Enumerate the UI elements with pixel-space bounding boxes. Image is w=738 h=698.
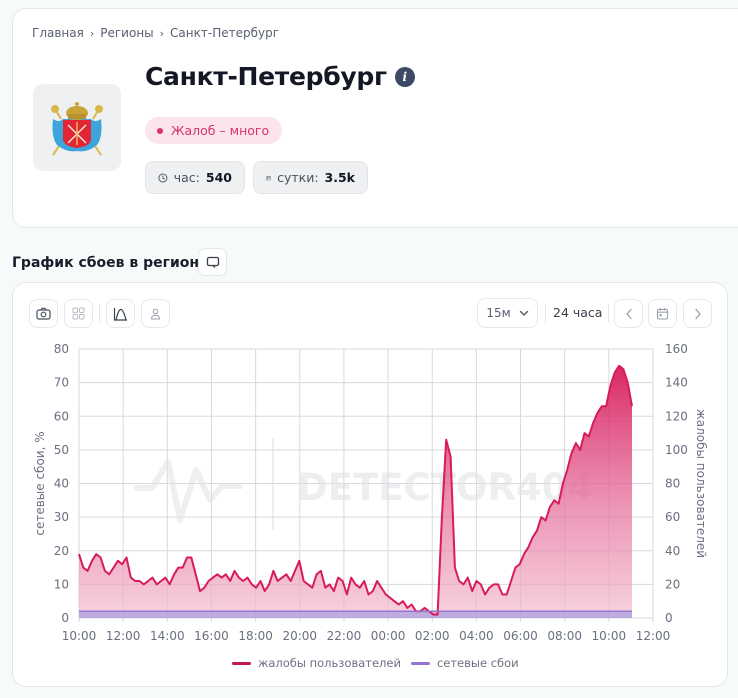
grid-icon [72, 307, 85, 320]
complaints-line [78, 364, 633, 616]
svg-text:0: 0 [61, 611, 69, 625]
next-period-button[interactable] [683, 299, 712, 328]
range-label[interactable]: 24 часа [553, 305, 603, 320]
chevron-right-icon: › [89, 26, 95, 40]
user-filter-button[interactable] [141, 299, 170, 328]
svg-text:14:00: 14:00 [150, 629, 185, 643]
svg-text:120: 120 [665, 409, 688, 423]
legend-item-complaints[interactable]: жалобы пользователей [232, 656, 401, 670]
stat-day: сутки: 3.5k [253, 161, 368, 194]
stat-hour-value: 540 [205, 170, 232, 185]
prev-period-button[interactable] [614, 299, 643, 328]
svg-text:140: 140 [665, 376, 688, 390]
chart-section-title: График сбоев в регионе [12, 255, 209, 271]
svg-text:06:00: 06:00 [503, 629, 538, 643]
stat-hour: час: 540 [145, 161, 245, 194]
area-chart-button[interactable] [106, 299, 135, 328]
svg-text:10:00: 10:00 [62, 629, 97, 643]
svg-text:40: 40 [54, 477, 69, 491]
svg-text:0: 0 [665, 611, 673, 625]
complaints-area [79, 365, 633, 615]
interval-value: 15м [486, 306, 511, 320]
svg-text:20:00: 20:00 [282, 629, 317, 643]
svg-text:60: 60 [54, 409, 69, 423]
svg-text:10:00: 10:00 [592, 629, 627, 643]
stat-day-value: 3.5k [324, 170, 355, 185]
stat-day-label: сутки: [277, 170, 319, 185]
screenshot-button[interactable] [29, 299, 58, 328]
status-dot-icon [157, 127, 163, 134]
svg-text:00:00: 00:00 [371, 629, 406, 643]
title-row: Санкт-Петербург i [145, 62, 415, 91]
chart-axes: 0 10 20 30 40 50 60 70 80 0 20 40 60 80 100 120 140 160 10… [33, 342, 708, 643]
coat-of-arms [33, 84, 121, 171]
svg-text:12:00: 12:00 [636, 629, 671, 643]
chevron-left-icon [625, 308, 632, 319]
coat-of-arms-icon [51, 101, 103, 156]
breadcrumb: Главная › Регионы › Санкт-Петербург [32, 26, 279, 40]
svg-text:40: 40 [665, 544, 680, 558]
calendar-button[interactable] [648, 299, 677, 328]
legend-label-complaints: жалобы пользователей [258, 656, 401, 670]
legend-swatch-complaints [232, 661, 251, 665]
breadcrumb-regions[interactable]: Регионы [100, 26, 154, 40]
svg-text:16:00: 16:00 [194, 629, 229, 643]
chevron-down-icon [519, 310, 528, 316]
chart-legend: жалобы пользователей сетевые сбои [232, 656, 519, 670]
svg-text:60: 60 [665, 510, 680, 524]
embed-button[interactable] [198, 248, 227, 276]
svg-text:22:00: 22:00 [327, 629, 362, 643]
interval-select[interactable]: 15м [477, 298, 538, 328]
watermark: DETECTOR404 [134, 438, 593, 530]
calendar-icon [266, 175, 271, 180]
toolbar-divider [99, 304, 100, 323]
breadcrumb-current: Санкт-Петербург [170, 26, 280, 40]
svg-text:70: 70 [54, 376, 69, 390]
svg-text:30: 30 [54, 510, 69, 524]
breadcrumb-home[interactable]: Главная [32, 26, 84, 40]
svg-text:50: 50 [54, 443, 69, 457]
svg-text:04:00: 04:00 [459, 629, 494, 643]
network-area [79, 611, 633, 618]
legend-swatch-network [410, 661, 430, 665]
grid-view-button[interactable] [64, 299, 93, 328]
area-chart-icon [113, 307, 127, 321]
status-badge: Жалоб – много [145, 117, 283, 144]
svg-text:02:00: 02:00 [415, 629, 450, 643]
chevron-right-icon: › [159, 26, 165, 40]
region-header-card [12, 8, 738, 228]
legend-label-network: сетевые сбои [436, 656, 519, 670]
toolbar-divider [545, 304, 546, 323]
svg-text:160: 160 [665, 342, 688, 356]
stat-hour-label: час: [173, 170, 200, 185]
svg-text:80: 80 [665, 477, 680, 491]
toolbar-divider [608, 304, 609, 323]
clock-icon [158, 173, 168, 182]
svg-text:20: 20 [54, 544, 69, 558]
status-badge-label: Жалоб – много [171, 123, 270, 138]
svg-text:08:00: 08:00 [547, 629, 582, 643]
svg-text:жалобы пользователей: жалобы пользователей [694, 409, 708, 558]
svg-text:сетевые сбои, %: сетевые сбои, % [33, 431, 47, 535]
svg-text:10: 10 [54, 577, 69, 591]
svg-text:20: 20 [665, 577, 680, 591]
page-title: Санкт-Петербург [145, 62, 387, 91]
monitor-icon [206, 256, 219, 268]
user-icon [150, 308, 161, 319]
camera-icon [36, 307, 51, 320]
info-icon[interactable]: i [394, 66, 415, 87]
chevron-right-icon [694, 308, 701, 319]
calendar-icon [656, 308, 669, 320]
svg-text:18:00: 18:00 [238, 629, 273, 643]
svg-text:12:00: 12:00 [106, 629, 141, 643]
legend-item-network[interactable]: сетевые сбои [410, 656, 519, 670]
svg-text:100: 100 [665, 443, 688, 457]
svg-text:80: 80 [54, 342, 69, 356]
